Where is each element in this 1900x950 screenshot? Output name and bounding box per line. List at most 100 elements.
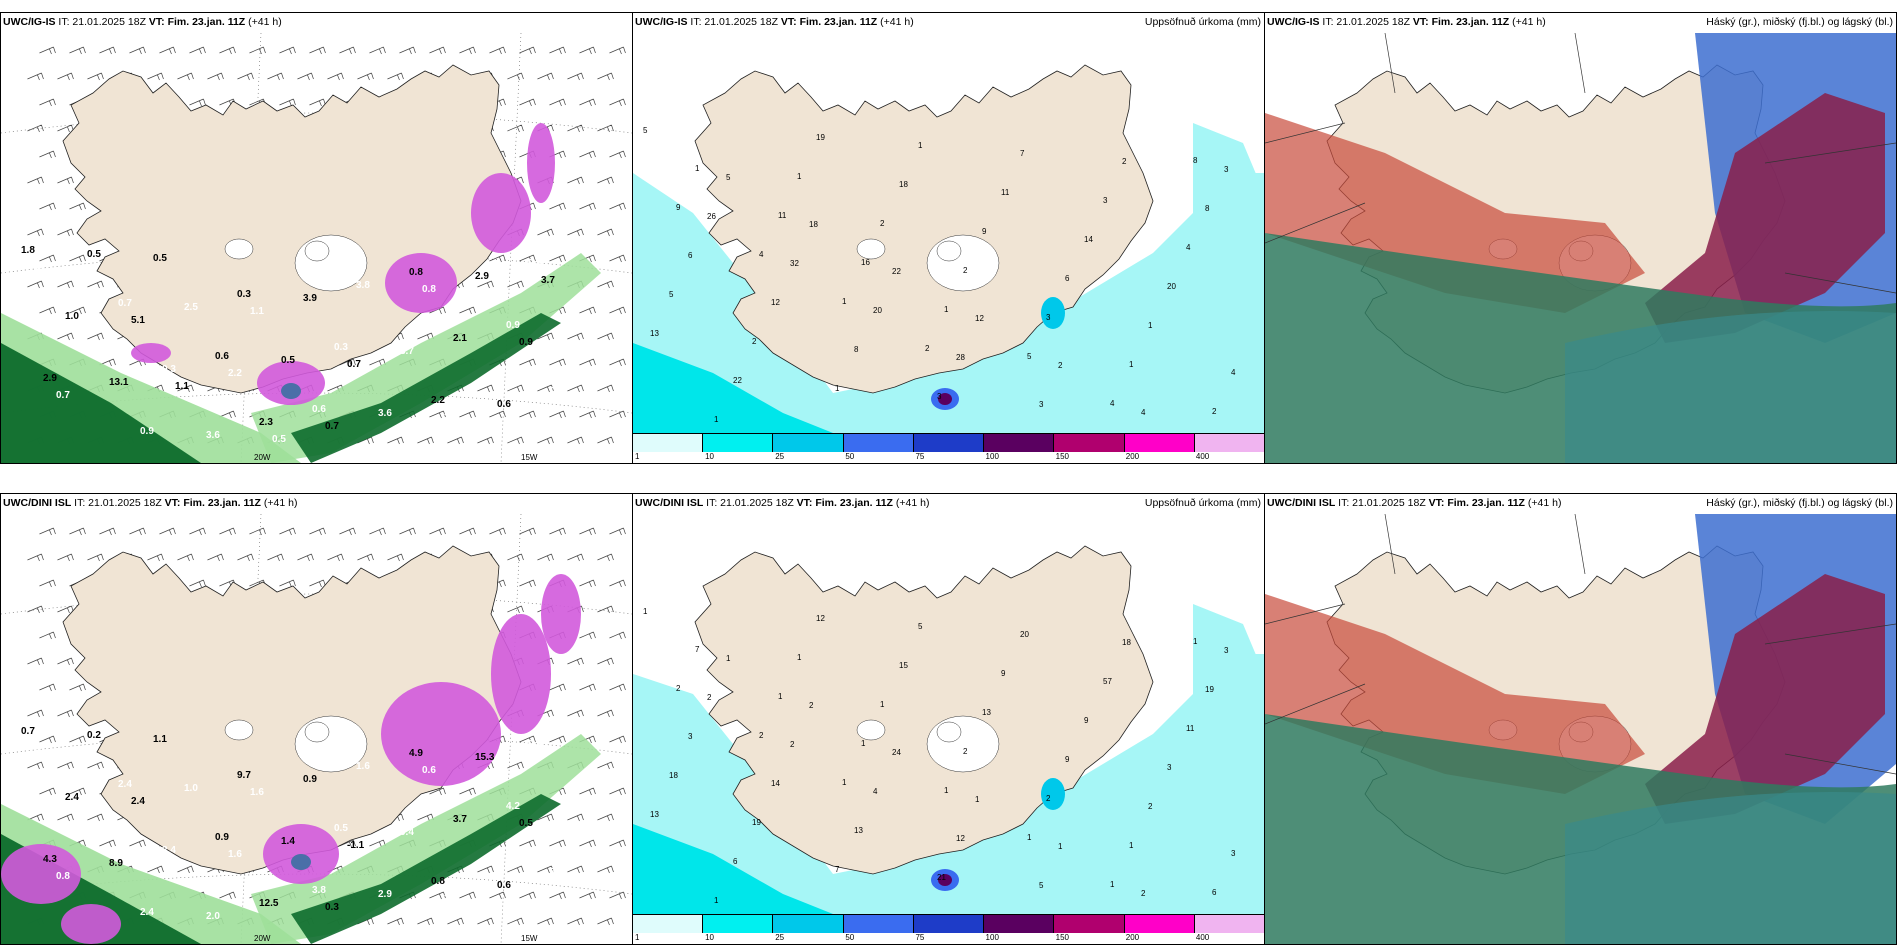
wind-barb (549, 98, 566, 107)
precip-value-label: 13 (650, 329, 659, 338)
wind-barb (147, 553, 164, 562)
iceland-landmass (694, 64, 1154, 394)
value-label: 1.0 (184, 783, 198, 794)
wind-barb (519, 735, 536, 744)
precip-value-label: 1 (1129, 841, 1134, 850)
wind-barb (57, 72, 74, 81)
precip-value-label: 2 (1058, 361, 1063, 370)
wind-barb (429, 410, 446, 419)
precip-value-label: 9 (1084, 716, 1089, 725)
wind-barb (519, 254, 536, 263)
wind-barb (69, 254, 86, 263)
precip-value-label: 1 (1058, 842, 1063, 851)
precip-value-label: 3 (937, 392, 942, 401)
wind-barb (429, 527, 446, 536)
wind-barb (27, 72, 44, 81)
magenta-precip-blob (527, 123, 555, 203)
precip-value-label: 8 (1193, 156, 1198, 165)
green-band-east (251, 253, 601, 463)
wind-barb (327, 553, 344, 562)
value-label: 0.9 (215, 832, 229, 843)
wind-barb (489, 527, 506, 536)
glacier-vatnajokull (926, 715, 1000, 773)
colorbar-segment (773, 915, 844, 933)
colorbar-segment (984, 434, 1055, 452)
wind-barb (159, 46, 176, 55)
colorbar-segment (773, 434, 844, 452)
wind-barb (477, 280, 494, 289)
precip-value-label: 4 (1110, 399, 1115, 408)
precip-value-label: 3 (1103, 196, 1108, 205)
precip-map: 1122411232241251819314132120571118197599… (633, 494, 1264, 914)
wind-barb (279, 98, 296, 107)
wind-barb (39, 527, 56, 536)
wind-barb (309, 98, 326, 107)
panel-header: UWC/DINI ISL IT: 21.01.2025 18Z VT: Fim.… (1267, 497, 1562, 509)
wind-barb (579, 891, 596, 900)
wind-barb (387, 436, 404, 445)
wind-barb (57, 657, 74, 666)
magenta-precip-blob (131, 343, 171, 363)
precip-value-labels: 5518221224326322028328612837345211111420… (643, 126, 1236, 424)
wind-barb (87, 553, 104, 562)
wind-barb (567, 657, 584, 666)
wind-barb (507, 280, 524, 289)
wind-barb (567, 124, 584, 133)
colorbar-tick-label: 1 (635, 933, 640, 942)
wind-barb (27, 176, 44, 185)
wind-barb (39, 98, 56, 107)
low-cloud-southeast (1565, 792, 1896, 944)
precip-value-label: 1 (880, 700, 885, 709)
value-label: 2.9 (378, 889, 392, 900)
wind-barb (177, 865, 194, 874)
wind-barb (507, 605, 524, 614)
value-label: 0.6 (550, 386, 564, 397)
wind-barb (87, 72, 104, 81)
colorbar-tick-label: 75 (915, 933, 925, 942)
wind-barb (399, 527, 416, 536)
precip-value-label: 5 (1039, 881, 1044, 890)
wind-barb (417, 436, 434, 445)
colorbar-segment (843, 434, 914, 452)
wind-barb (549, 410, 566, 419)
precip-value-label: 3 (1231, 849, 1236, 858)
magenta-precip-blob (381, 682, 501, 786)
wind-barb (567, 332, 584, 341)
wind-barb (579, 527, 596, 536)
colorbar-tick-label: 50 (845, 933, 855, 942)
magenta-precip-blob (541, 574, 581, 654)
precip-value-label: 20 (1167, 282, 1176, 291)
wind-map: 0.7 2.4 0.9 3.8 4.9 4.2 4.3 2.4 9.7 0.5 0.8 0.3 2.4 3… (1, 513, 632, 944)
precip-value-label: 6 (733, 857, 738, 866)
value-label: 0.7 (347, 359, 361, 370)
wind-barb (297, 553, 314, 562)
panel-header: UWC/DINI ISL IT: 21.01.2025 18Z VT: Fim.… (635, 497, 930, 509)
precip-value-label: 8 (854, 345, 859, 354)
value-label: 0.5 (334, 823, 348, 834)
precip-value-label: 1 (778, 692, 783, 701)
wind-barb (207, 72, 224, 81)
wind-barb (519, 46, 536, 55)
wind-barb (219, 527, 236, 536)
value-label: 4.3 (43, 854, 57, 865)
value-label: 1.1 (175, 381, 189, 392)
precip-value-label: 12 (956, 834, 965, 843)
wind-barb (597, 553, 614, 562)
wind-barb (609, 787, 626, 796)
wind-barb (597, 813, 614, 822)
glacier-hofsjokull (936, 240, 962, 262)
wind-barb (459, 306, 476, 315)
value-label: 0.3 (325, 902, 339, 913)
precip-value-label: 2 (676, 684, 681, 693)
wind-barb (39, 254, 56, 263)
value-label: 0.9 (506, 320, 520, 331)
wind-barb (69, 787, 86, 796)
wind-barb (387, 553, 404, 562)
wind-barb (609, 683, 626, 692)
panel-precip-dini: UWC/DINI ISL IT: 21.01.2025 18Z VT: Fim.… (632, 493, 1265, 945)
precip-value-label: 2 (963, 747, 968, 756)
glacier-hofsjokull (936, 721, 962, 743)
panel-header: UWC/IG-IS IT: 21.01.2025 18Z VT: Fim. 23… (3, 16, 282, 28)
colorbar-tick-label: 200 (1125, 452, 1140, 461)
green-band-east-dark (291, 794, 561, 944)
